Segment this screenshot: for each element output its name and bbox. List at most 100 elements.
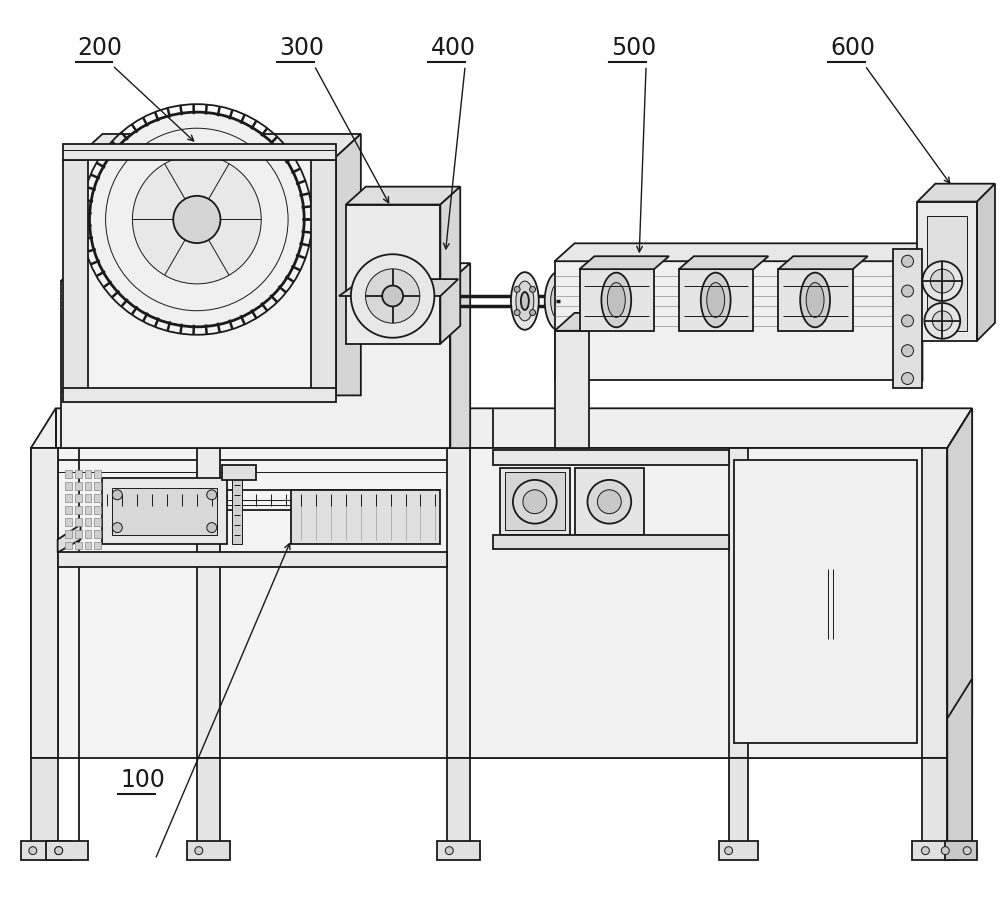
- Ellipse shape: [607, 283, 625, 318]
- Polygon shape: [912, 841, 957, 859]
- Circle shape: [530, 286, 536, 292]
- Circle shape: [932, 311, 952, 331]
- Polygon shape: [440, 187, 460, 344]
- Polygon shape: [447, 449, 470, 758]
- Polygon shape: [339, 279, 458, 296]
- Polygon shape: [580, 269, 654, 331]
- Polygon shape: [922, 449, 947, 758]
- Polygon shape: [893, 250, 922, 389]
- Circle shape: [55, 846, 63, 855]
- Circle shape: [930, 269, 954, 293]
- Text: 200: 200: [78, 37, 123, 61]
- Polygon shape: [58, 525, 81, 553]
- Ellipse shape: [701, 273, 731, 327]
- Polygon shape: [94, 470, 101, 478]
- Circle shape: [902, 255, 913, 267]
- Polygon shape: [61, 263, 470, 281]
- Circle shape: [514, 286, 520, 292]
- Ellipse shape: [545, 271, 575, 331]
- Circle shape: [89, 112, 304, 327]
- Circle shape: [587, 480, 631, 524]
- Text: 400: 400: [430, 37, 475, 61]
- Circle shape: [941, 846, 949, 855]
- Polygon shape: [291, 490, 440, 544]
- Polygon shape: [555, 313, 609, 331]
- Ellipse shape: [707, 283, 725, 318]
- Circle shape: [132, 155, 261, 284]
- Circle shape: [351, 254, 434, 338]
- Circle shape: [207, 522, 217, 532]
- Ellipse shape: [601, 273, 631, 327]
- Circle shape: [902, 315, 913, 327]
- Polygon shape: [65, 542, 72, 550]
- Polygon shape: [555, 262, 903, 380]
- Polygon shape: [102, 478, 227, 544]
- Circle shape: [963, 846, 971, 855]
- Polygon shape: [493, 450, 729, 465]
- Polygon shape: [85, 470, 91, 478]
- Polygon shape: [505, 472, 565, 530]
- Circle shape: [725, 846, 733, 855]
- Circle shape: [445, 846, 453, 855]
- Polygon shape: [65, 506, 72, 514]
- Polygon shape: [346, 187, 460, 204]
- Circle shape: [112, 522, 122, 532]
- Circle shape: [902, 286, 913, 297]
- Polygon shape: [580, 256, 669, 269]
- Polygon shape: [197, 449, 220, 758]
- Polygon shape: [679, 269, 753, 331]
- Polygon shape: [917, 183, 995, 202]
- Polygon shape: [719, 841, 758, 859]
- Circle shape: [173, 196, 220, 243]
- Polygon shape: [447, 758, 470, 843]
- Polygon shape: [311, 160, 336, 392]
- Polygon shape: [346, 204, 440, 344]
- Polygon shape: [75, 518, 82, 526]
- Text: 600: 600: [830, 37, 875, 61]
- Polygon shape: [31, 449, 58, 758]
- Polygon shape: [78, 134, 361, 157]
- Polygon shape: [21, 841, 71, 859]
- Circle shape: [366, 269, 420, 323]
- Polygon shape: [977, 183, 995, 341]
- Polygon shape: [555, 243, 922, 262]
- Circle shape: [597, 490, 621, 514]
- Polygon shape: [555, 331, 589, 449]
- Ellipse shape: [511, 272, 539, 330]
- Polygon shape: [75, 470, 82, 478]
- Ellipse shape: [800, 273, 830, 327]
- Polygon shape: [85, 494, 91, 502]
- Polygon shape: [947, 679, 972, 843]
- Circle shape: [207, 490, 217, 500]
- Polygon shape: [31, 408, 972, 449]
- Polygon shape: [734, 460, 917, 743]
- Polygon shape: [75, 482, 82, 490]
- Polygon shape: [65, 470, 72, 478]
- Polygon shape: [437, 841, 480, 859]
- Circle shape: [922, 262, 962, 301]
- Polygon shape: [232, 468, 242, 544]
- Polygon shape: [947, 408, 972, 758]
- Polygon shape: [94, 518, 101, 526]
- Polygon shape: [94, 530, 101, 538]
- Polygon shape: [112, 488, 217, 534]
- Polygon shape: [63, 144, 336, 160]
- Polygon shape: [65, 494, 72, 502]
- Text: 500: 500: [611, 37, 657, 61]
- Polygon shape: [61, 281, 450, 449]
- Ellipse shape: [806, 283, 824, 318]
- Polygon shape: [85, 530, 91, 538]
- Circle shape: [195, 846, 203, 855]
- Circle shape: [523, 490, 547, 514]
- Polygon shape: [927, 216, 967, 331]
- Polygon shape: [947, 408, 972, 758]
- Polygon shape: [917, 202, 977, 341]
- Circle shape: [902, 372, 913, 384]
- Polygon shape: [575, 468, 644, 534]
- Polygon shape: [729, 449, 748, 758]
- Polygon shape: [75, 542, 82, 550]
- Polygon shape: [778, 256, 868, 269]
- Polygon shape: [85, 506, 91, 514]
- Text: 100: 100: [120, 768, 165, 792]
- Polygon shape: [197, 758, 220, 843]
